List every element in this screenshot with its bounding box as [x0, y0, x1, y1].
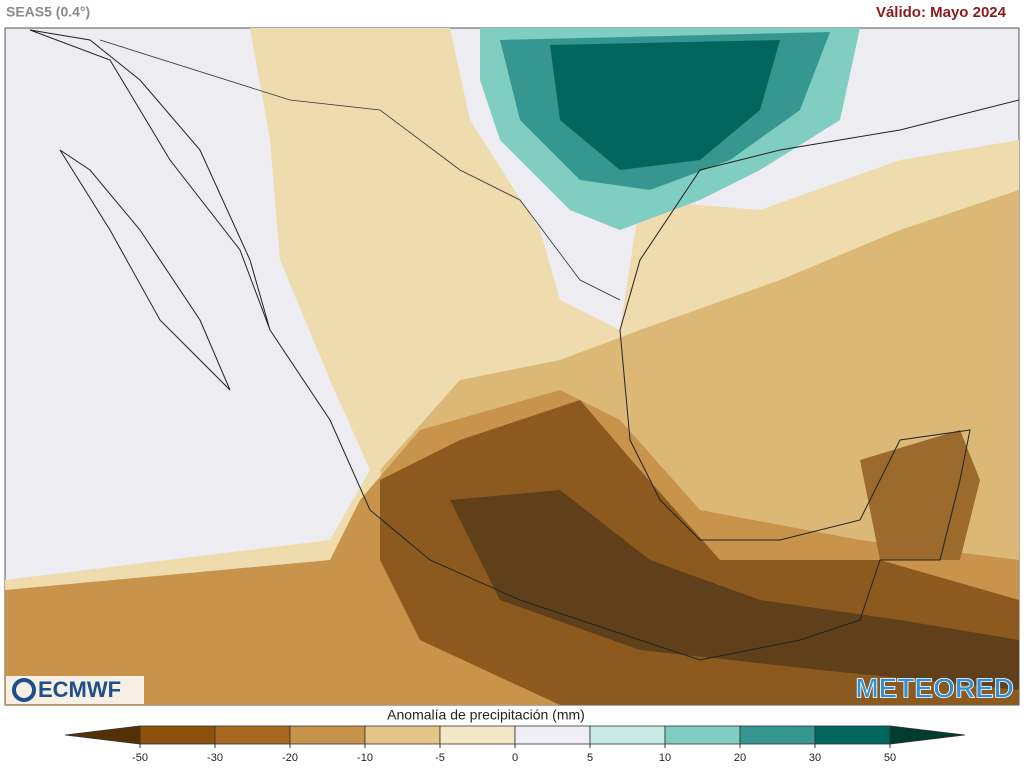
- colorbar-arrow: [64, 725, 141, 745]
- colorbar-tick-label: 0: [512, 752, 518, 764]
- colorbar-segment: [439, 725, 516, 745]
- colorbar-tick-label: 50: [884, 752, 896, 764]
- ecmwf-logo: ECMWF: [6, 676, 144, 704]
- colorbar-segment: [814, 725, 891, 745]
- colorbar: -50 -30 -20 -10 -5 0 5 10 20 30 50: [64, 725, 966, 764]
- colorbar-segment: [664, 725, 741, 745]
- colorbar-segment: [289, 725, 366, 745]
- colorbar-tick-label: -50: [132, 752, 148, 764]
- colorbar-tick-label: 30: [809, 752, 821, 764]
- colorbar-segment: [589, 725, 666, 745]
- colorbar-tick-label: -30: [207, 752, 223, 764]
- colorbar-segment: [139, 725, 216, 745]
- valid-date: Válido: Mayo 2024: [876, 4, 1007, 21]
- ecmwf-text: ECMWF: [38, 677, 121, 702]
- colorbar-segment: [514, 725, 591, 745]
- model-label: SEAS5 (0.4°): [6, 4, 90, 20]
- colorbar-title: Anomalía de precipitación (mm): [387, 707, 585, 723]
- colorbar-tick-label: -5: [435, 752, 445, 764]
- meteored-logo: METEORED: [855, 672, 1014, 703]
- colorbar-tick-label: -20: [282, 752, 298, 764]
- colorbar-segment: [214, 725, 291, 745]
- colorbar-tick-label: 5: [587, 752, 593, 764]
- colorbar-arrow: [889, 725, 966, 745]
- colorbar-tick-label: 10: [659, 752, 671, 764]
- colorbar-segment: [739, 725, 816, 745]
- colorbar-tick-label: 20: [734, 752, 746, 764]
- colorbar-segment: [364, 725, 441, 745]
- map: [4, 27, 1020, 706]
- colorbar-tick-label: -10: [357, 752, 373, 764]
